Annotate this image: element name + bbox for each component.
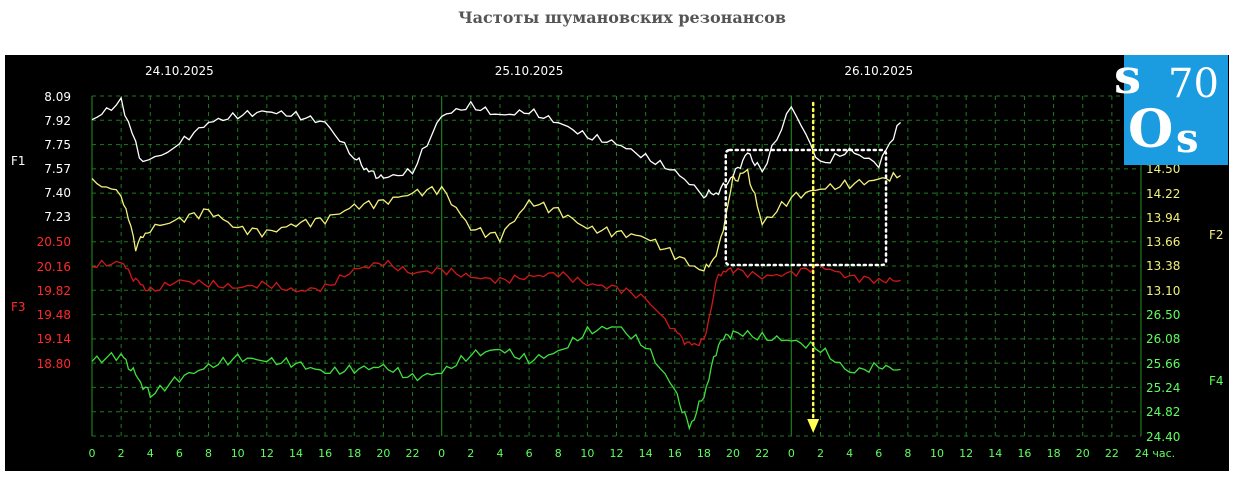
right-tick-label-f4: 26.08 — [1146, 332, 1180, 346]
x-tick-label: 12 — [610, 447, 624, 460]
x-tick-label: 8 — [555, 447, 562, 460]
x-tick-label: 4 — [147, 447, 154, 460]
x-tick-label: 14 — [289, 447, 303, 460]
arrow-head — [807, 419, 820, 433]
left-tick-label-f1: 7.23 — [44, 210, 71, 224]
logo: s 70 O s — [1114, 49, 1228, 165]
left-tick-label-f1: 8.09 — [44, 90, 71, 104]
x-tick-label: 2 — [118, 447, 125, 460]
right-tick-label-f4: 24.82 — [1146, 405, 1180, 419]
date-label: 26.10.2025 — [844, 64, 913, 78]
right-tick-label-f4: 24.40 — [1146, 430, 1180, 444]
x-tick-label: 14 — [988, 447, 1002, 460]
left-tick-label-f1: 7.40 — [44, 186, 71, 200]
x-tick-label: 22 — [1105, 447, 1119, 460]
logo-number: 70 — [1168, 61, 1219, 107]
left-tick-label-f3: 20.50 — [37, 235, 71, 249]
x-tick-label: 10 — [580, 447, 594, 460]
x-tick-label: 6 — [875, 447, 882, 460]
x-tick-label: 0 — [788, 447, 795, 460]
x-tick-label: 2 — [467, 447, 474, 460]
right-tick-label-f2: 14.50 — [1146, 162, 1180, 176]
x-tick-label: 20 — [726, 447, 740, 460]
date-labels: 24.10.2025 25.10.2025 26.10.2025 — [145, 64, 913, 78]
series-label-f2: F2 — [1209, 228, 1224, 242]
logo-letter-s: s — [1114, 49, 1142, 105]
logo-letter-o: O — [1128, 99, 1174, 160]
left-tick-labels: 8.09 7.92 7.75 7.57 7.40 7.23 20.50 20.16 19.82 1… — [37, 90, 71, 371]
x-tick-label: 0 — [89, 447, 96, 460]
right-tick-label-f2: 13.66 — [1146, 235, 1180, 249]
x-tick-label: 22 — [406, 447, 420, 460]
x-tick-label: 0 — [438, 447, 445, 460]
chart-svg: 24.10.2025 25.10.2025 26.10.2025 0 2 4 6 8 10 12… — [11, 64, 1224, 460]
x-tick-label: 12 — [959, 447, 973, 460]
page-title: Частоты шумановских резонансов — [458, 8, 786, 27]
x-tick-label: 4 — [846, 447, 853, 460]
left-tick-label-f1: 7.57 — [44, 162, 71, 176]
right-tick-label-f4: 26.50 — [1146, 308, 1180, 322]
x-tick-label: 16 — [1017, 447, 1031, 460]
x-tick-label: 10 — [231, 447, 245, 460]
x-tick-label: 2 — [817, 447, 824, 460]
left-tick-label-f3: 19.14 — [37, 332, 71, 346]
x-tick-label: 22 — [755, 447, 769, 460]
x-tick-label: 4 — [496, 447, 503, 460]
left-tick-label-f3: 19.48 — [37, 308, 71, 322]
right-tick-label-f2: 14.22 — [1146, 187, 1180, 201]
logo-letter-s2: s — [1176, 115, 1199, 162]
series-lines — [91, 96, 902, 431]
x-tick-label: 14 — [639, 447, 653, 460]
series-label-f3: F3 — [11, 300, 26, 314]
x-tick-label: 8 — [904, 447, 911, 460]
date-label: 24.10.2025 — [145, 64, 214, 78]
x-tick-label: 6 — [176, 447, 183, 460]
x-tick-label: 18 — [697, 447, 711, 460]
x-tick-label: 24 час. — [1135, 447, 1175, 460]
left-tick-label-f3: 20.16 — [37, 260, 71, 274]
annotations — [724, 101, 888, 433]
date-label: 25.10.2025 — [495, 64, 564, 78]
right-tick-labels: 14.7814.5014.2213.9413.6613.3813.1026.50… — [1146, 136, 1180, 444]
x-tick-label: 16 — [318, 447, 332, 460]
chart-panel: 24.10.2025 25.10.2025 26.10.2025 0 2 4 6 8 10 12… — [5, 49, 1229, 471]
x-tick-labels: 0 2 4 6 8 10 12 14 16 18 20 22 0 2 4 6 8 10 12 14 16 18 20 22 0 2… — [89, 447, 1176, 460]
left-tick-label-f3: 18.80 — [37, 357, 71, 371]
x-tick-label: 18 — [347, 447, 361, 460]
left-tick-label-f3: 19.82 — [37, 284, 71, 298]
x-tick-label: 6 — [526, 447, 533, 460]
left-tick-label-f1: 7.92 — [44, 114, 71, 128]
series-line-f2 — [91, 168, 901, 272]
right-tick-label-f2: 13.94 — [1146, 211, 1180, 225]
right-tick-label-f2: 13.10 — [1146, 284, 1180, 298]
x-tick-label: 16 — [668, 447, 682, 460]
right-tick-label-f4: 25.24 — [1146, 381, 1180, 395]
series-labels: F1 F3 F2 F4 — [11, 154, 1224, 388]
highlight-box — [724, 148, 888, 267]
x-tick-label: 12 — [260, 447, 274, 460]
left-tick-label-f1: 7.75 — [44, 138, 71, 152]
right-tick-label-f2: 13.38 — [1146, 259, 1180, 273]
series-line-f4 — [91, 325, 901, 431]
x-tick-label: 18 — [1047, 447, 1061, 460]
series-line-f3 — [91, 259, 901, 347]
series-label-f1: F1 — [11, 154, 26, 168]
x-tick-label: 10 — [930, 447, 944, 460]
x-tick-label: 20 — [1076, 447, 1090, 460]
right-tick-label-f4: 25.66 — [1146, 357, 1180, 371]
x-tick-label: 8 — [205, 447, 212, 460]
series-line-f1 — [91, 96, 902, 199]
chart-grid — [91, 95, 1142, 437]
series-label-f4: F4 — [1209, 374, 1224, 388]
x-tick-label: 20 — [376, 447, 390, 460]
